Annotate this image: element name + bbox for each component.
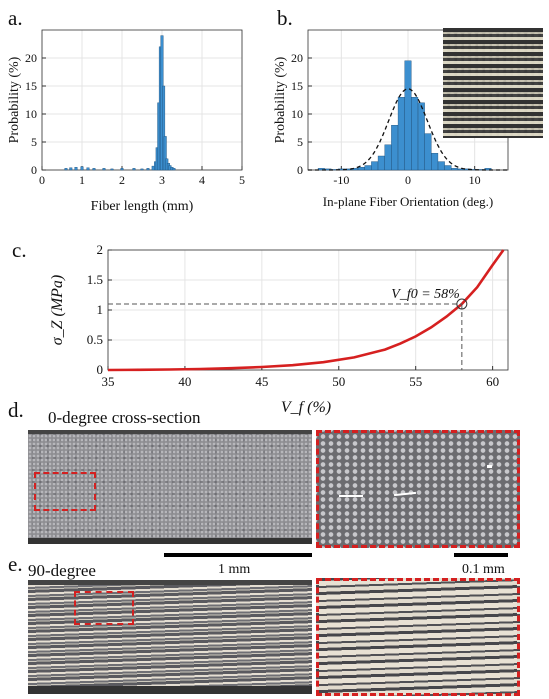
chart-a: 0 1 2 3 4 5 0 5 10 15 20 Fiber length (mm) Probabili… (7, 29, 245, 214)
x-tick-label: 55 (409, 374, 422, 389)
scale-bar-0.1mm (454, 553, 508, 557)
histogram-bar (110, 168, 114, 171)
x-tick-label: 5 (239, 173, 245, 187)
micrograph-0deg-zoom (316, 430, 520, 548)
y-tick-label: 1.5 (87, 272, 103, 287)
caption-d: 0-degree cross-section (48, 408, 201, 428)
x-tick-label: 60 (486, 374, 499, 389)
x-tick-label: 35 (102, 374, 115, 389)
panel-label-b: b. (277, 6, 293, 30)
y-tick-label: 15 (25, 79, 37, 93)
annotation-label: V_f0 = 58% (391, 287, 460, 302)
y-tick-label: 2 (97, 242, 104, 257)
x-axis-label: V_f (%) (281, 399, 331, 416)
scale-bar-1mm (164, 553, 312, 557)
histogram-bar (132, 168, 136, 171)
x-tick-label: 2 (119, 173, 125, 187)
micrograph-90deg-zoom (316, 578, 520, 696)
x-tick-label: 40 (178, 374, 191, 389)
stress-curve (107, 249, 505, 372)
y-axis-label: Probability (%) (7, 56, 22, 143)
y-tick-label: 1 (97, 302, 104, 317)
histogram-bar (140, 168, 144, 171)
micrograph-90deg-overview (28, 580, 312, 694)
histogram-bar (74, 166, 78, 171)
x-tick-label: 50 (332, 374, 345, 389)
x-tick-label: 4 (199, 173, 205, 187)
x-tick-label: 1 (79, 173, 85, 187)
histogram-bar (69, 167, 73, 171)
y-tick-label: 10 (25, 107, 37, 121)
histogram-bar (151, 165, 155, 171)
histogram-bar (92, 168, 96, 171)
histogram-bar (162, 85, 166, 171)
scale-bar-1mm-label: 1 mm (218, 562, 251, 577)
histogram-bar (172, 168, 176, 171)
y-tick-label: 0 (97, 362, 104, 377)
x-tick-label: 3 (159, 173, 165, 187)
histogram-bar (163, 136, 167, 171)
histogram-bar (146, 168, 150, 171)
x-axis-label: Fiber length (mm) (91, 199, 194, 214)
histogram-bar (102, 168, 106, 171)
chart-c: 35 40 45 50 55 60 0 0.5 1 1.5 2 V_f0 = 58% V_f (%) σ_… (49, 242, 509, 416)
histogram-bar (86, 167, 90, 171)
histogram-bar (80, 166, 84, 171)
panel-label-a: a. (8, 6, 23, 30)
zoom-region-box-90 (74, 591, 134, 625)
y-tick-label: 20 (25, 51, 37, 65)
annotation-marker (456, 298, 468, 310)
panel-label-d: d. (8, 398, 24, 422)
histogram-bar (120, 168, 124, 171)
x-tick-label: 45 (255, 374, 268, 389)
y-tick-label: 5 (31, 135, 37, 149)
y-tick-label: 0.5 (87, 332, 103, 347)
histogram-bar (64, 168, 68, 171)
fiber-orientation-inset-image (443, 28, 543, 138)
micrograph-0deg-overview (28, 430, 312, 544)
y-axis-label: σ_Z (MPa) (49, 275, 66, 346)
y-tick-label: 0 (31, 163, 37, 177)
caption-e: 90-degree (28, 561, 96, 581)
x-tick-label: 0 (39, 173, 45, 187)
plot-frame (41, 29, 243, 171)
zoom-region-box (34, 472, 96, 511)
scale-bar-0.1mm-label: 0.1 mm (462, 562, 505, 577)
panel-label-c: c. (12, 238, 27, 262)
panel-label-e: e. (8, 552, 23, 576)
